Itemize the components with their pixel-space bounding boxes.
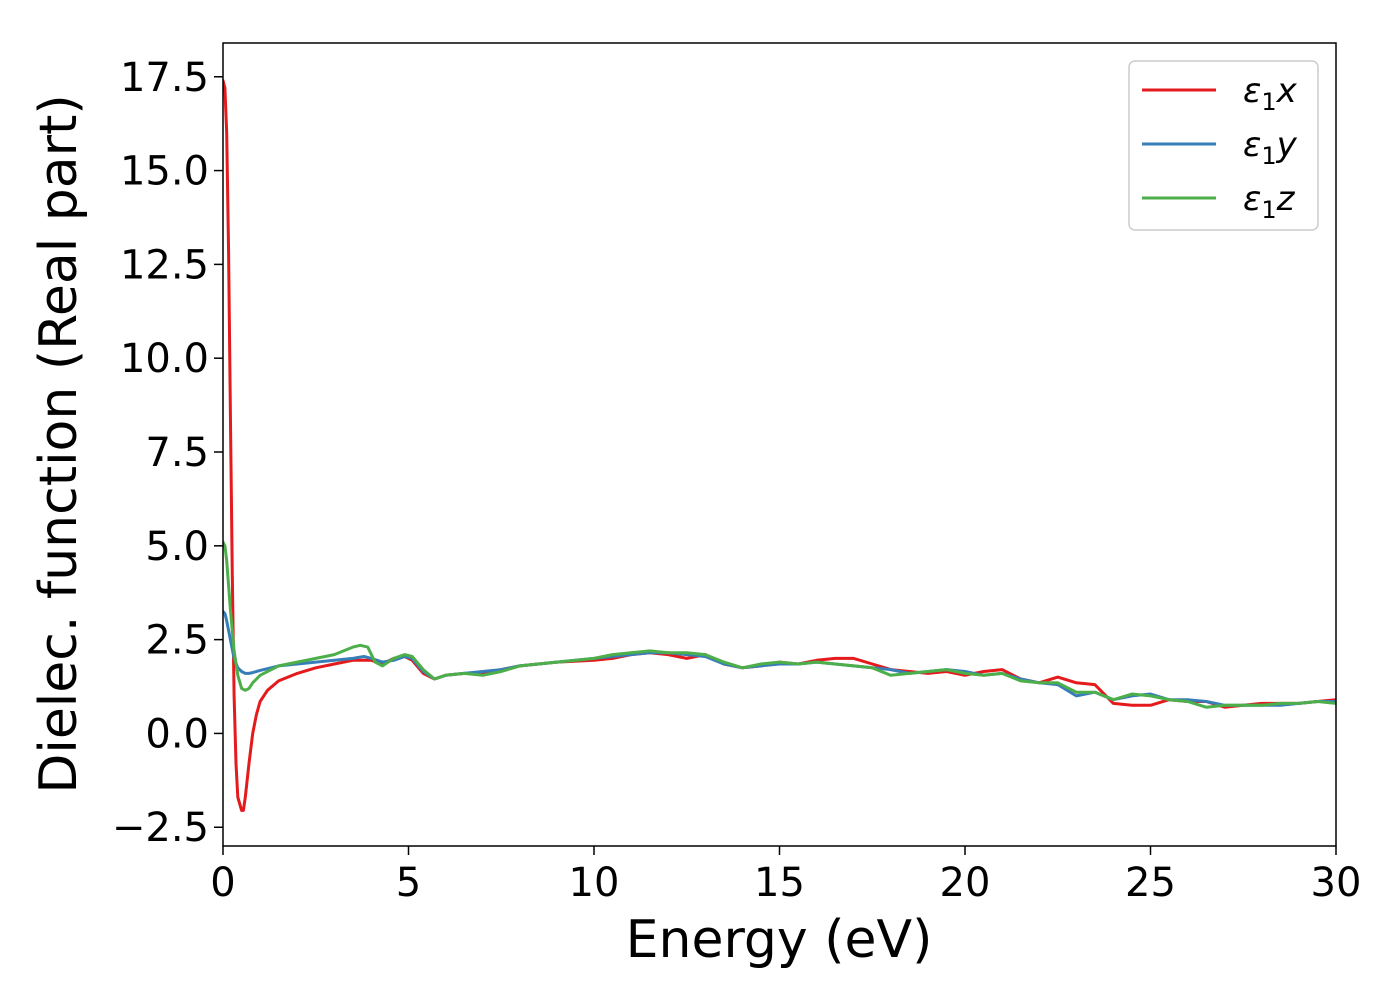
series-line-y — [223, 610, 1336, 707]
x-tick-label: 30 — [1311, 860, 1362, 906]
x-tick-label: 0 — [210, 860, 235, 906]
legend: ε1x ε1y ε1z — [1128, 60, 1319, 231]
y-tick-label: 5.0 — [145, 524, 209, 570]
y-tick-label: 12.5 — [120, 242, 209, 288]
y-tick-label: 10.0 — [120, 336, 209, 382]
x-tick-label: 25 — [1125, 860, 1176, 906]
legend-label-x: ε1x — [1243, 71, 1298, 116]
legend-box — [1128, 60, 1319, 231]
x-axis-ticks: 0 5 10 15 20 25 30 — [210, 846, 1361, 906]
legend-label-y: ε1y — [1243, 125, 1298, 170]
legend-label-z: ε1z — [1243, 179, 1296, 224]
x-axis-title: Energy (eV) — [626, 910, 933, 970]
x-tick-label: 10 — [569, 860, 620, 906]
x-tick-label: 15 — [754, 860, 805, 906]
y-tick-label: 0.0 — [145, 711, 209, 757]
series-line-z — [223, 540, 1336, 709]
x-tick-label: 20 — [940, 860, 991, 906]
x-tick-label: 5 — [396, 860, 421, 906]
y-axis-ticks: −2.5 0.0 2.5 5.0 7.5 10.0 12.5 15.0 17.5 — [112, 55, 223, 851]
y-tick-label: 15.0 — [120, 149, 209, 195]
y-tick-label: −2.5 — [112, 805, 209, 851]
y-tick-label: 7.5 — [145, 430, 209, 476]
y-tick-label: 17.5 — [120, 55, 209, 101]
y-axis-title: Dielec. function (Real part) — [29, 94, 89, 793]
y-tick-label: 2.5 — [145, 618, 209, 664]
series-layer — [223, 79, 1336, 812]
